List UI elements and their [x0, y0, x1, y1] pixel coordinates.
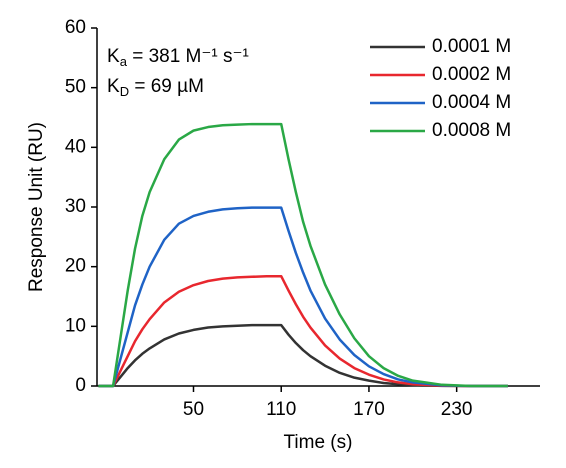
- y-tick-label: 60: [65, 17, 86, 38]
- annotation: Ka = 381 M⁻¹ s⁻¹: [107, 46, 249, 69]
- y-tick-label: 10: [65, 315, 86, 336]
- x-axis-label: Time (s): [284, 432, 353, 453]
- annotation-subscript: a: [120, 54, 128, 69]
- annotation: KD = 69 µM: [107, 76, 204, 99]
- x-tick-label: 230: [441, 399, 473, 420]
- x-tick-label: 110: [266, 399, 296, 420]
- annotation-subscript: D: [120, 84, 129, 99]
- y-tick-label: 40: [65, 136, 86, 157]
- series-line: [98, 206, 508, 388]
- legend-label: 0.0008 M: [432, 120, 511, 141]
- x-tick-label: 170: [353, 399, 385, 420]
- y-axis-label: Response Unit (RU): [26, 122, 47, 292]
- series-line: [98, 122, 508, 388]
- annotation-text: = 381 M⁻¹ s⁻¹: [127, 46, 249, 67]
- y-tick-label: 20: [65, 256, 86, 277]
- y-tick-label: 50: [65, 77, 86, 98]
- annotation-text: = 69 µM: [129, 76, 204, 97]
- y-tick-label: 0: [75, 375, 86, 396]
- annotation-symbol: K: [107, 76, 120, 97]
- legend-label: 0.0002 M: [432, 64, 511, 85]
- x-tick-label: 50: [183, 399, 204, 420]
- series-line: [98, 323, 508, 388]
- legend-label: 0.0004 M: [432, 92, 511, 113]
- annotation-symbol: K: [107, 46, 120, 67]
- series-line: [98, 274, 508, 388]
- legend-label: 0.0001 M: [432, 36, 511, 57]
- y-tick-label: 30: [65, 196, 86, 217]
